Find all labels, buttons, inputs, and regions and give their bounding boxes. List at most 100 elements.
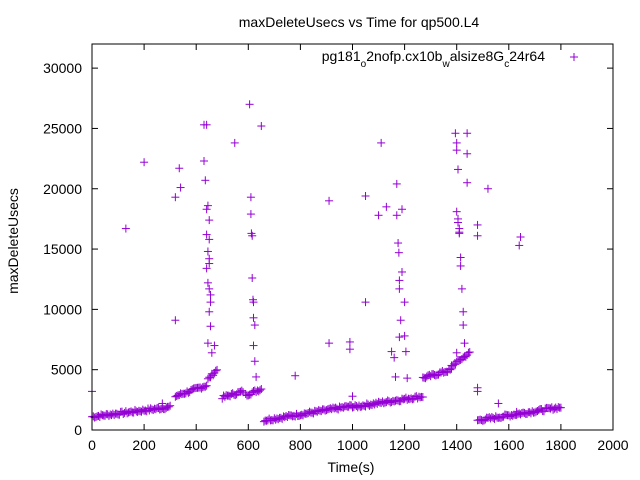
data-point — [515, 241, 524, 250]
data-point — [202, 205, 211, 214]
data-point — [203, 339, 212, 348]
data-point — [158, 399, 167, 408]
data-point — [202, 381, 211, 390]
data-point — [391, 372, 400, 381]
x-tick-label: 2000 — [597, 437, 628, 453]
x-tick-label: 1600 — [493, 437, 524, 453]
data-point — [140, 158, 149, 167]
data-point — [463, 149, 472, 158]
x-tick-label: 400 — [185, 437, 209, 453]
data-point — [175, 164, 184, 173]
data-point — [176, 183, 185, 192]
data-point — [400, 331, 409, 340]
data-point — [473, 231, 482, 240]
plot-frame — [91, 43, 614, 431]
y-tick-label: 5000 — [51, 362, 82, 378]
data-point — [291, 371, 300, 380]
data-point — [494, 399, 503, 408]
y-tick-label: 30000 — [43, 60, 82, 76]
data-point — [456, 261, 465, 270]
legend-label: pg181o2nofp.cx10bwalsize8Gc24r64 — [322, 48, 546, 70]
data-point — [392, 211, 401, 220]
y-tick-label: 15000 — [43, 241, 82, 257]
data-point — [390, 353, 399, 362]
chart-title: maxDeleteUsecs vs Time for qp500.L4 — [239, 14, 480, 30]
data-point — [418, 393, 427, 402]
data-point — [348, 392, 357, 401]
x-tick-label: 800 — [289, 437, 313, 453]
legend: pg181o2nofp.cx10bwalsize8Gc24r64 — [322, 48, 578, 70]
data-point — [395, 276, 404, 285]
data-point — [452, 138, 461, 147]
data-point — [248, 274, 257, 283]
data-point — [249, 313, 258, 322]
x-axis-label: Time(s) — [328, 459, 375, 475]
data-point — [452, 146, 461, 155]
data-point — [397, 205, 406, 214]
data-point — [374, 211, 383, 220]
data-point — [206, 298, 215, 307]
data-point — [202, 230, 211, 239]
x-tick-label: 1800 — [545, 437, 576, 453]
data-point — [257, 385, 266, 394]
data-point — [205, 284, 214, 293]
data-point — [459, 307, 468, 316]
data-point — [202, 264, 211, 273]
data-point — [205, 307, 214, 316]
data-point — [246, 193, 255, 202]
data-point — [250, 321, 259, 330]
data-point — [245, 100, 254, 109]
data-point — [252, 372, 261, 381]
data-point — [203, 201, 212, 210]
data-point — [382, 202, 391, 211]
data-point — [457, 284, 466, 293]
data-point — [455, 229, 464, 238]
data-point — [248, 231, 257, 240]
data-point — [246, 210, 255, 219]
x-tick-label: 1400 — [441, 437, 472, 453]
data-point — [464, 348, 473, 357]
data-point — [463, 129, 472, 138]
data-point — [460, 339, 469, 348]
data-point — [459, 321, 468, 330]
data-point — [452, 348, 461, 357]
x-tick-label: 600 — [237, 437, 261, 453]
data-point — [200, 157, 209, 166]
data-point — [392, 179, 401, 188]
data-point — [250, 357, 259, 366]
data-point — [230, 138, 239, 147]
data-point — [395, 333, 404, 342]
data-point — [516, 233, 525, 241]
data-point — [361, 298, 370, 307]
data-point — [463, 178, 472, 187]
data-point — [473, 387, 482, 396]
data-point — [203, 278, 212, 287]
data-point — [206, 290, 215, 299]
data-point — [483, 184, 492, 193]
data-point — [465, 348, 474, 357]
data-point — [171, 193, 180, 202]
data-point — [166, 401, 175, 410]
data-point — [397, 267, 406, 276]
data-point — [249, 341, 258, 350]
data-point — [325, 339, 334, 348]
data-point — [202, 120, 211, 129]
data-point — [456, 253, 465, 262]
data-point — [451, 129, 460, 138]
data-point — [203, 247, 212, 256]
data-point — [401, 347, 410, 356]
data-point — [394, 239, 403, 248]
data-point — [206, 322, 215, 331]
scatter-points — [88, 100, 565, 426]
data-point — [237, 386, 246, 395]
data-point — [377, 138, 386, 147]
y-tick-label: 10000 — [43, 301, 82, 317]
data-point — [361, 191, 370, 200]
y-tick-label: 0 — [74, 422, 82, 438]
y-tick-label: 25000 — [43, 120, 82, 136]
data-point — [211, 366, 220, 375]
x-tick-label: 200 — [132, 437, 156, 453]
data-point — [201, 382, 210, 391]
data-point — [213, 365, 222, 374]
